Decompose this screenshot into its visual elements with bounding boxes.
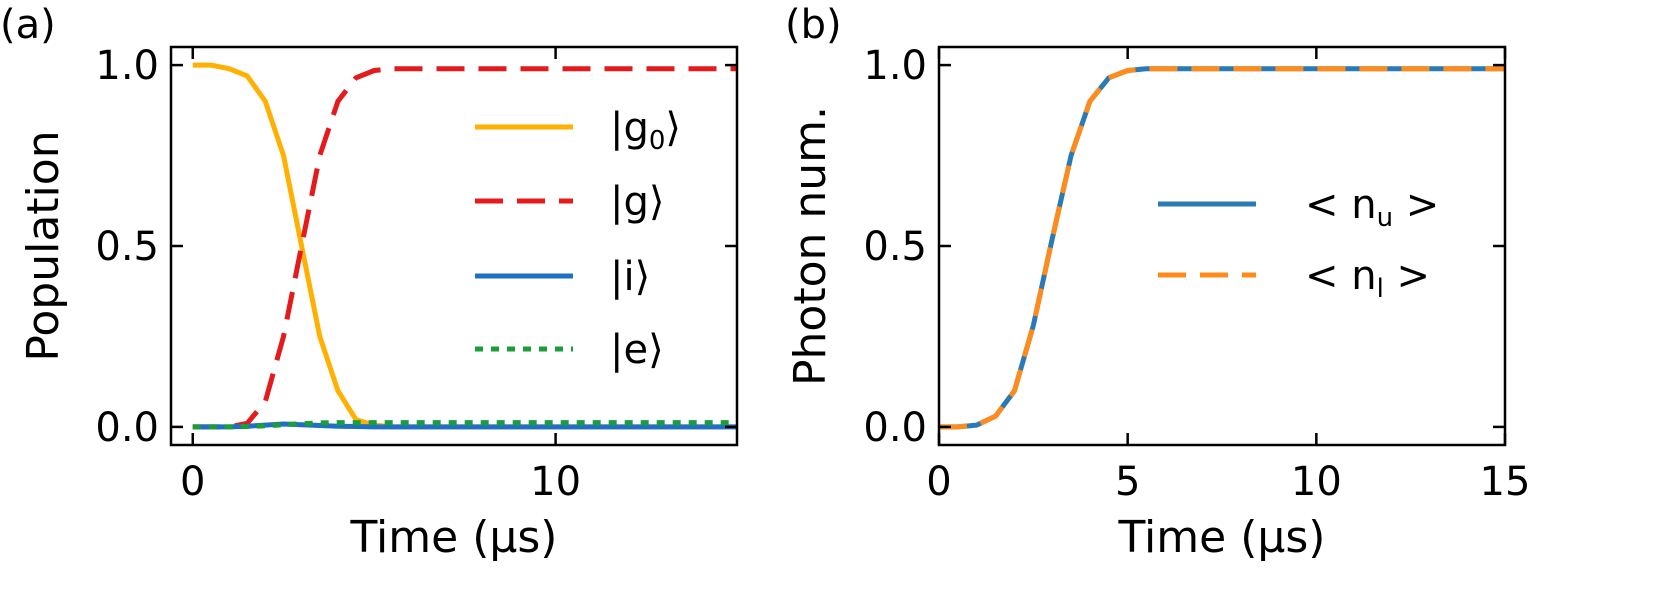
series-line-e [192, 420, 737, 430]
x-tick-label: 15 [1480, 459, 1531, 505]
series-line-g [192, 66, 737, 430]
legend-label-main: |i⟩ [610, 254, 650, 300]
legend-label-main: |g⟩ [610, 179, 664, 225]
legend-label-sub: u [1377, 203, 1393, 233]
legend-label-main: < n [1305, 182, 1377, 228]
y-tick-label: 0.0 [95, 405, 159, 451]
panel-label: (a) [0, 2, 56, 48]
legend-label-main: |g [610, 105, 649, 151]
legend-label-tail: > [1384, 253, 1430, 299]
series-group [939, 66, 1505, 430]
x-axis-label: Time (μs) [350, 512, 558, 563]
y-tick-label: 0.0 [863, 405, 927, 451]
axes-frame [169, 45, 739, 447]
x-tick-label: 5 [1115, 459, 1140, 505]
series-group [192, 62, 737, 430]
legend: |g0⟩|g⟩|i⟩|e⟩ [475, 105, 681, 373]
legend-label-e: |e⟩ [610, 327, 664, 373]
x-tick-label: 0 [926, 459, 951, 505]
legend-label-main: < n [1305, 253, 1377, 299]
panel-label: (b) [785, 2, 842, 48]
y-axis-label: Population [18, 130, 69, 361]
legend-label-i: |i⟩ [610, 254, 650, 300]
y-tick-label: 1.0 [863, 43, 927, 89]
legend-label-g: |g⟩ [610, 179, 664, 225]
legend-label-sub: 0 [649, 126, 666, 156]
series-line-i [192, 421, 737, 430]
legend-label-nl: < nl > [1305, 253, 1430, 304]
legend-label-tail: ⟩ [665, 105, 681, 151]
y-tick-label: 1.0 [95, 43, 159, 89]
legend: < nu >< nl > [1158, 182, 1439, 304]
y-tick-label: 0.5 [863, 224, 927, 270]
legend-label-tail: > [1393, 182, 1439, 228]
x-tick-label: 10 [530, 459, 581, 505]
axes-frame [937, 45, 1507, 447]
series-line-nl [939, 66, 1505, 430]
x-axis-label: Time (μs) [1118, 512, 1326, 563]
legend-label-g0: |g0⟩ [610, 105, 681, 156]
panel-1: (b) 0 5 10 15 0.0 0.5 1.0 Time (μs) Photon num. < … [785, 2, 1530, 563]
legend-label-main: |e⟩ [610, 327, 664, 373]
legend-label-sub: l [1377, 274, 1384, 304]
y-tick-label: 0.5 [95, 224, 159, 270]
legend-label-nu: < nu > [1305, 182, 1439, 233]
x-tick-label: 10 [1291, 459, 1342, 505]
y-axis-label: Photon num. [785, 106, 836, 386]
x-tick-label: 0 [180, 459, 205, 505]
series-line-nu [939, 66, 1505, 430]
